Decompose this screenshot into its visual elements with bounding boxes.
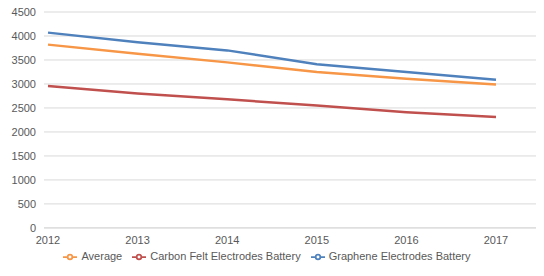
html-text:Average: Average — [81, 249, 123, 262]
svg-text:2016: 2016 — [394, 234, 418, 246]
svg-text:3500: 3500 — [12, 54, 36, 66]
svg-text:2015: 2015 — [305, 234, 329, 246]
svg-text:2000: 2000 — [12, 126, 36, 138]
svg-text:2013: 2013 — [125, 234, 149, 246]
svg-text:2012: 2012 — [36, 234, 60, 246]
svg-text:2017: 2017 — [484, 234, 508, 246]
svg-text:4000: 4000 — [12, 30, 36, 42]
svg-text:3000: 3000 — [12, 78, 36, 90]
svg-text:2500: 2500 — [12, 102, 36, 114]
svg-text:1000: 1000 — [12, 174, 36, 186]
html-text:Carbon Felt Electrodes Battery: Carbon Felt Electrodes Battery — [150, 249, 301, 262]
svg-text:2014: 2014 — [215, 234, 239, 246]
svg-text:500: 500 — [18, 198, 36, 210]
svg-text:4500: 4500 — [12, 8, 36, 18]
svg-text:0: 0 — [30, 222, 36, 234]
html-text:Graphene Electrodes Battery: Graphene Electrodes Battery — [328, 249, 471, 262]
svg-text:1500: 1500 — [12, 150, 36, 162]
